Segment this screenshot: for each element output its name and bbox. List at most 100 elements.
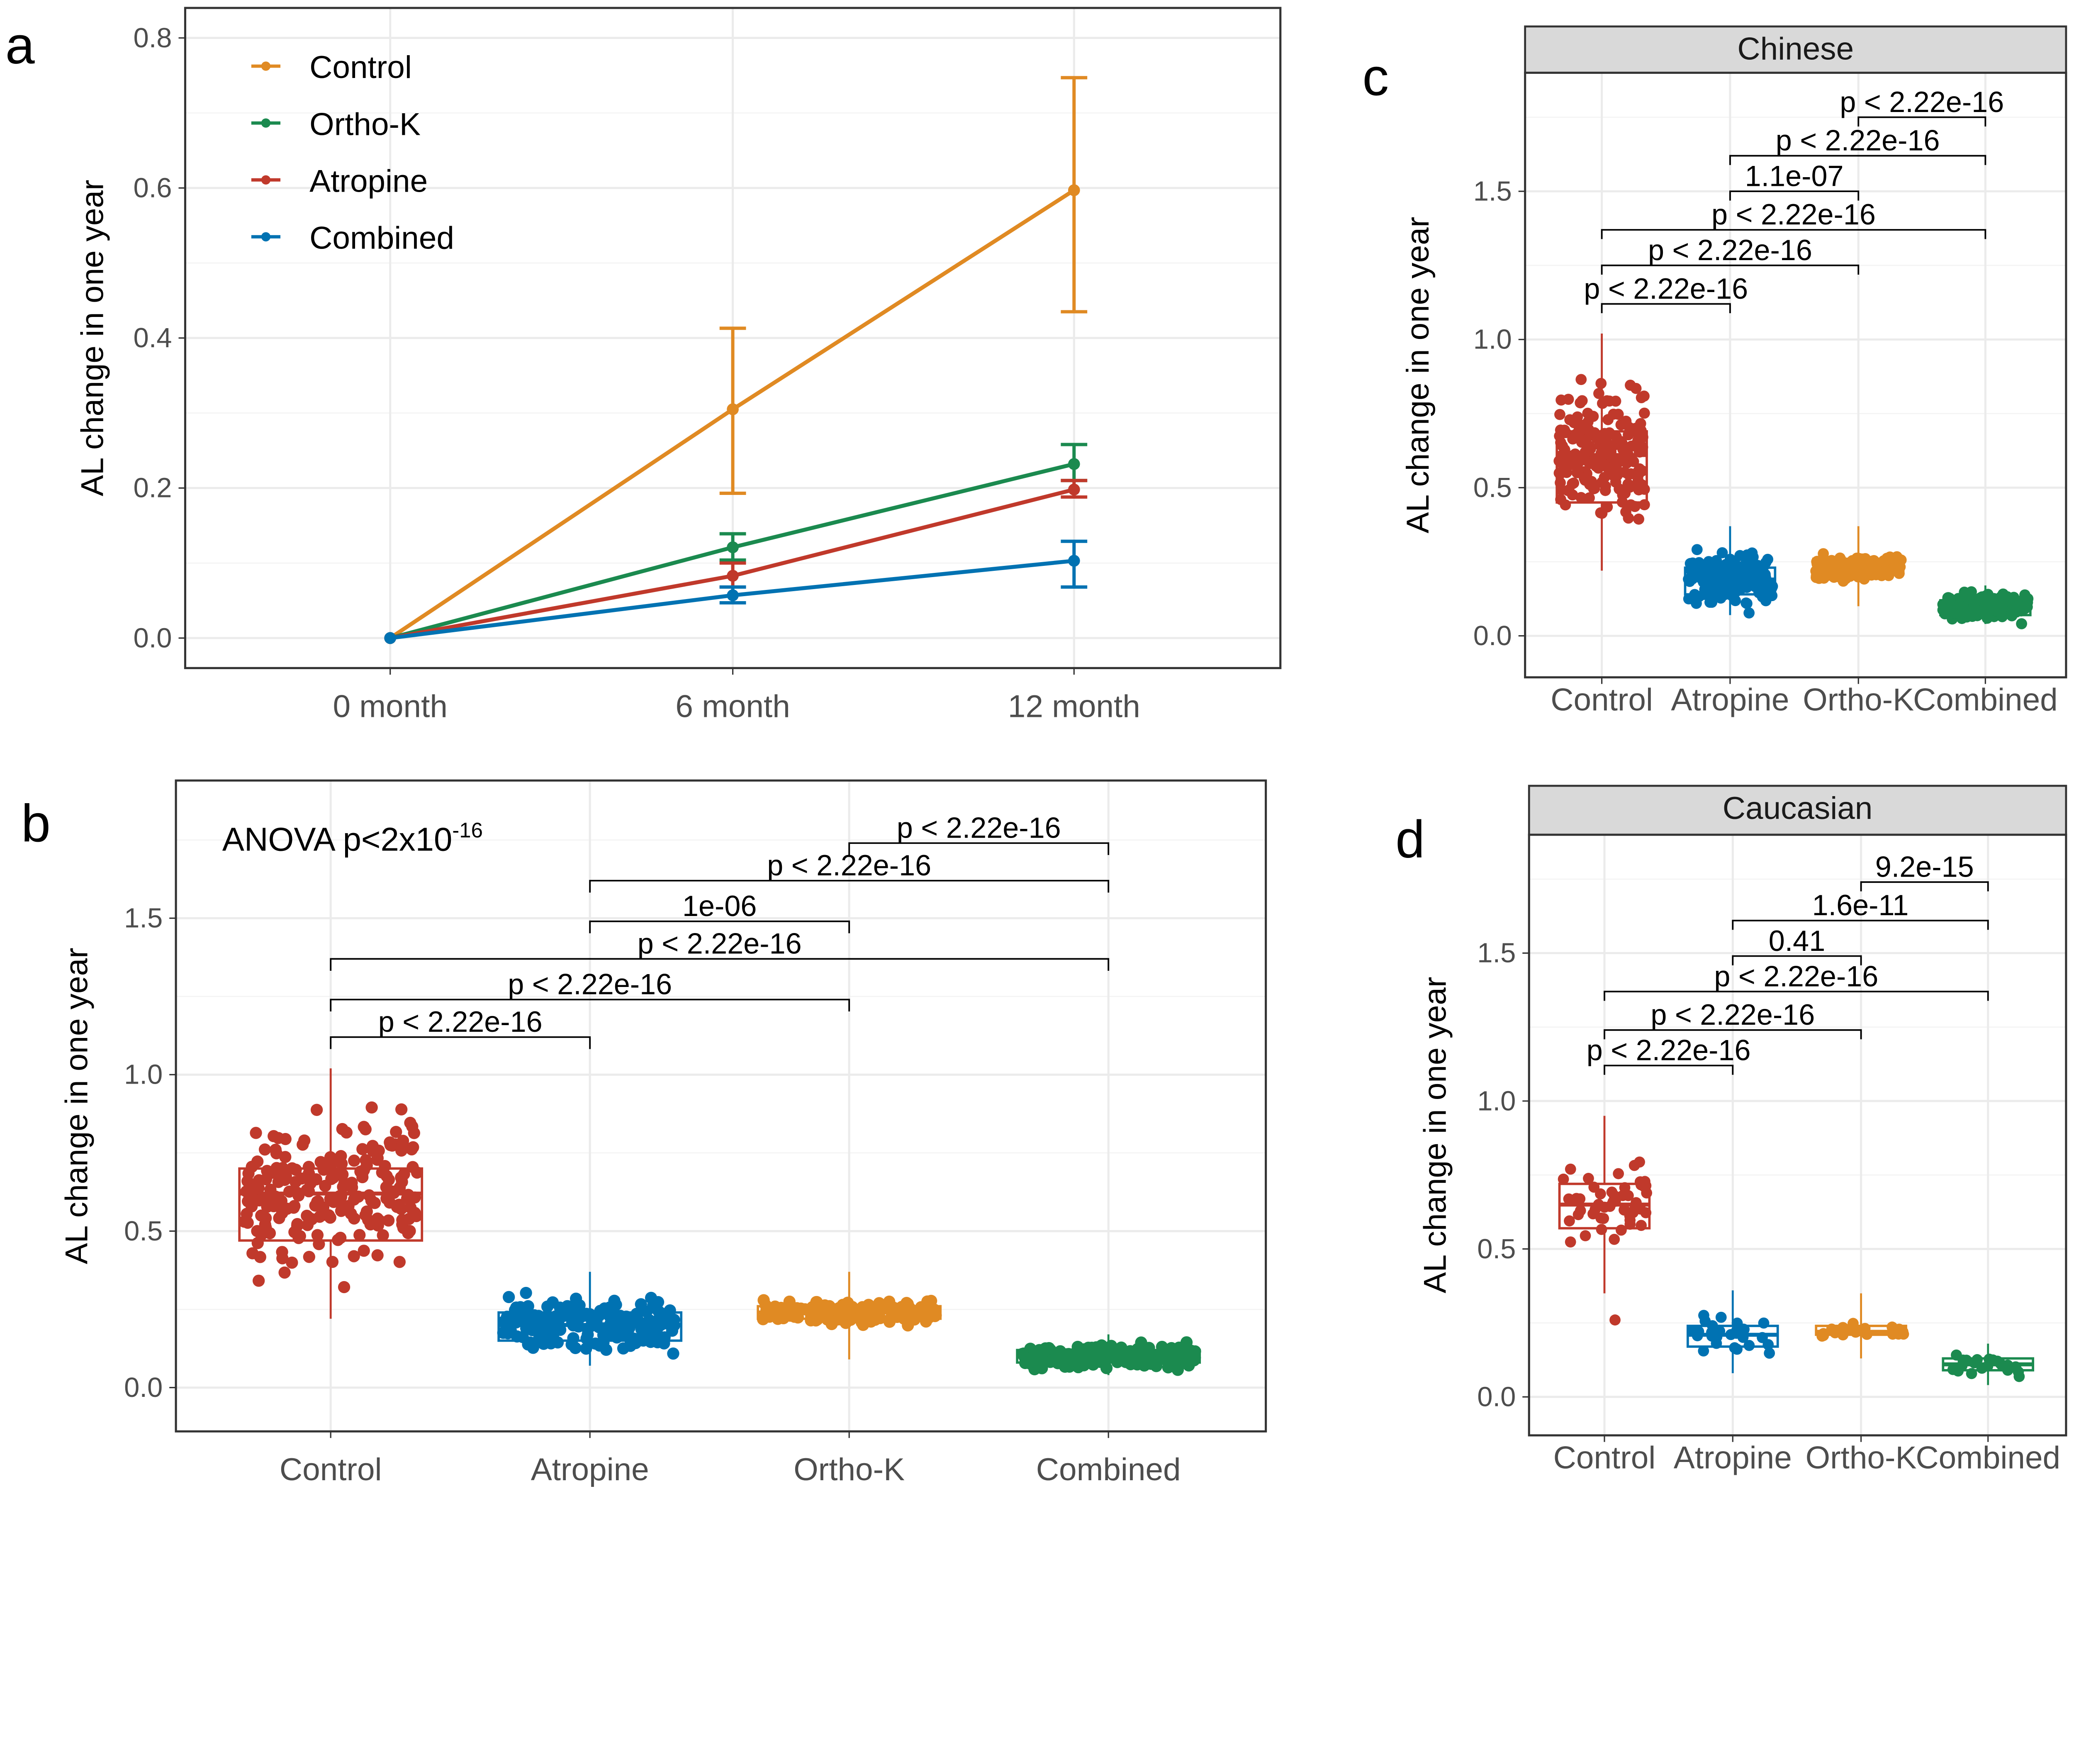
jitter-point [1637,431,1648,443]
jitter-point [1083,1357,1096,1369]
y-tick-label: 0.5 [124,1216,163,1247]
jitter-point [1698,1345,1709,1357]
jitter-point [548,1327,560,1339]
jitter-point [902,1319,914,1332]
jitter-point [384,1136,396,1149]
jitter-point [1939,602,1951,613]
jitter-point [250,1127,262,1139]
jitter-point [1741,597,1752,609]
jitter-point [360,1154,372,1167]
anova-annotation: ANOVA p<2x10-16 [222,818,483,858]
jitter-point [1698,589,1709,600]
jitter-point [1626,440,1637,452]
x-tick-label: Combined [1036,1452,1181,1487]
x-tick-label: 12 month [1008,689,1140,724]
data-point [1068,458,1080,470]
jitter-point [371,1249,384,1262]
jitter-point [1752,566,1764,578]
jitter-point [1602,462,1613,473]
jitter-point [1557,440,1568,452]
significance-label: p < 2.22e-16 [897,811,1061,844]
jitter-point [1691,598,1702,609]
jitter-point [311,1229,324,1241]
significance-label: p < 2.22e-16 [1648,234,1812,266]
jitter-point [396,1176,408,1188]
jitter-point [1628,456,1639,467]
jitter-point [1636,1220,1647,1231]
significance-bracket [1604,991,1989,1001]
jitter-point [238,1216,251,1228]
jitter-point [331,1234,344,1246]
jitter-point [371,1153,384,1166]
jitter-point [289,1176,302,1188]
y-tick-label: 0.2 [133,473,172,504]
significance-label: p < 2.22e-16 [1711,198,1876,231]
jitter-point [1634,1176,1646,1188]
significance-bracket [1601,264,1860,275]
jitter-point [1988,593,2000,604]
jitter-point [1959,586,1970,598]
y-tick-label: 0.0 [124,1372,163,1403]
jitter-point [1758,1317,1770,1329]
jitter-point [366,1140,379,1152]
jitter-point [1767,581,1778,592]
jitter-point [1743,1340,1755,1351]
jitter-point [1599,1201,1610,1213]
jitter-point [348,1155,360,1167]
jitter-point [1861,562,1872,574]
panel-label: b [21,794,51,853]
jitter-point [772,1313,784,1325]
jitter-point [359,1123,372,1135]
significance-label: p < 2.22e-16 [1650,998,1815,1031]
jitter-point [302,1161,315,1173]
jitter-point [390,1126,402,1138]
jitter-point [1157,1349,1170,1362]
jitter-point [655,1307,667,1320]
jitter-point [1760,595,1772,607]
jitter-point [393,1256,406,1268]
jitter-point [409,1206,421,1219]
x-tick-label: Atropine [1674,1440,1792,1476]
jitter-point [1556,484,1567,496]
jitter-point [1616,437,1628,449]
jitter-point [1692,1330,1703,1342]
jitter-point [362,1213,375,1226]
jitter-point [1757,1332,1768,1343]
jitter-point [303,1250,315,1263]
jitter-point [1995,1358,2006,1369]
x-tick-label: Ortho-K [794,1452,905,1487]
jitter-point [1714,563,1725,574]
jitter-point [900,1297,913,1309]
significance-bracket [1860,881,1989,892]
jitter-point [1617,489,1629,501]
jitter-point [501,1311,514,1323]
jitter-point [1565,1236,1576,1248]
significance-bracket [848,842,1110,855]
significance-label: 1.1e-07 [1745,159,1844,192]
jitter-point [2013,1366,2024,1378]
significance-label: p < 2.22e-16 [1587,1034,1751,1067]
jitter-point [310,1104,323,1116]
anova-exponent: -16 [452,818,483,842]
jitter-point [246,1247,259,1260]
jitter-point [252,1274,265,1287]
y-tick-label: 1.5 [1473,175,1512,207]
significance-bracket [1604,1029,1862,1040]
jitter-point [1729,567,1741,578]
legend-label: Ortho-K [309,107,421,142]
jitter-point [1840,573,1852,585]
plot-border [1524,71,2067,679]
data-point [727,570,739,582]
jitter-point [668,1319,681,1332]
jitter-point [1565,1163,1576,1175]
data-point [727,541,739,553]
jitter-point [1859,1323,1871,1334]
jitter-point [1625,380,1636,391]
jitter-point [551,1336,564,1349]
jitter-point [1638,499,1650,511]
jitter-point [1635,418,1646,429]
jitter-point [1629,501,1641,512]
panel-label: a [5,16,35,75]
jitter-point [887,1301,899,1314]
jitter-point [288,1226,301,1238]
